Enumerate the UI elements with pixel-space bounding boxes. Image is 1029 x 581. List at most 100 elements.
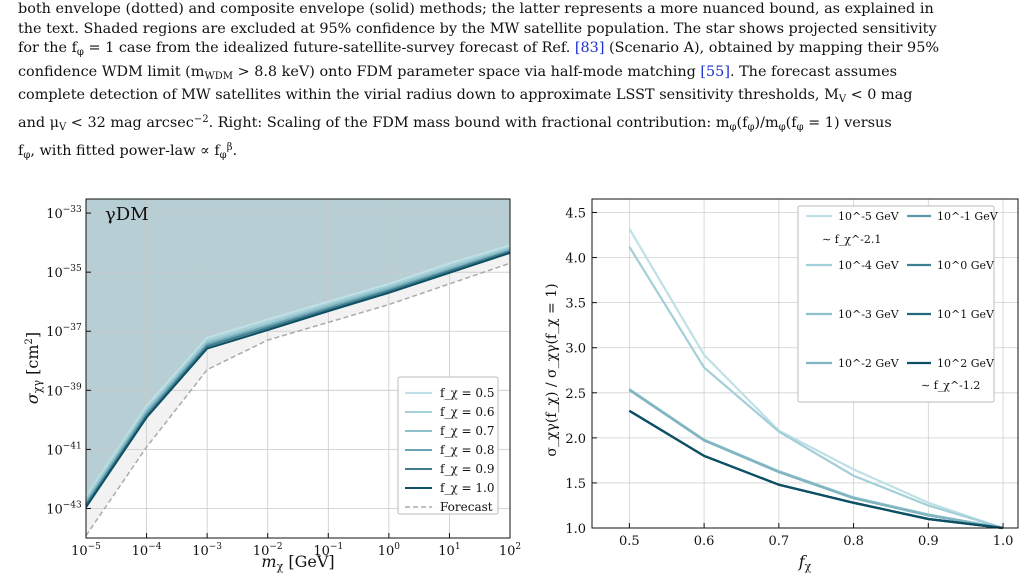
- series-line: [85, 244, 511, 498]
- caption-sub: φ: [219, 149, 227, 161]
- caption-text: . The forecast assumes: [729, 63, 897, 80]
- x-tick-label: 0.5: [619, 534, 640, 549]
- y-axis-label: σχγ [cm2]: [23, 332, 44, 404]
- legend-label: f_χ = 0.7: [440, 424, 494, 438]
- x-tick-label: 0.9: [918, 534, 939, 549]
- series-line: [85, 246, 511, 500]
- x-tick-label: 102: [499, 542, 521, 559]
- caption-text: and μ: [18, 114, 59, 131]
- legend-label: f_χ = 0.5: [440, 386, 494, 400]
- legend-label: 10^-2 GeV: [838, 357, 900, 370]
- caption-text: , with fitted power-law ∝ f: [30, 142, 220, 159]
- y-tick-label: 10−35: [46, 264, 82, 281]
- legend: f_χ = 0.5 f_χ = 0.6 f_χ = 0.7 f_χ = 0.8 f_χ …: [397, 376, 499, 515]
- series-line: [628, 246, 1004, 530]
- caption-text: complete detection of MW satellites with…: [18, 87, 839, 104]
- fit-label: ∼ f_χ^-2.1: [822, 233, 881, 246]
- x-tick-label: 1.0: [993, 534, 1014, 549]
- y-tick-label: 4.0: [565, 252, 586, 267]
- caption-line: and μV < 32 mag arcsec−2. Right: Scaling…: [18, 110, 1008, 138]
- caption-sup: β: [226, 141, 233, 153]
- legend-label: f_χ = 0.6: [440, 405, 494, 419]
- legend-label: 10^-1 GeV: [937, 210, 999, 223]
- x-axis-label: mχ [GeV]: [261, 552, 334, 573]
- x-tick-label: 0.6: [694, 534, 715, 549]
- caption-sub: V: [59, 121, 67, 133]
- y-tick-label: 2.5: [565, 387, 586, 402]
- caption-text: = 1 case from the idealized future-satel…: [83, 40, 575, 57]
- legend-label: 10^-4 GeV: [838, 259, 900, 272]
- y-tick-label: 10−41: [46, 441, 82, 458]
- legend-label: f_χ = 0.9: [440, 462, 494, 476]
- caption-text: (f: [736, 114, 748, 131]
- series-line: [85, 250, 511, 506]
- caption-sub: WDM: [204, 70, 233, 82]
- x-tick-label: 10−5: [71, 542, 101, 559]
- y-tick-label: 10−39: [46, 382, 82, 399]
- right-panel: 0.5 0.6 0.7 0.8 0.9 1.0 1.0 1.5 2.0 2.5 3.0 3.5 4.0 4…: [544, 198, 1019, 573]
- series-line: [628, 228, 1004, 530]
- caption-sub: φ: [796, 121, 804, 133]
- figure-caption: both envelope (dotted) and composite env…: [18, 0, 1008, 165]
- series-line: [85, 247, 511, 502]
- caption-line: both envelope (dotted) and composite env…: [18, 0, 1008, 20]
- series-line: [85, 262, 511, 537]
- legend-box: [797, 205, 995, 403]
- x-tick-label: 10−4: [132, 542, 162, 559]
- legend-label: 10^1 GeV: [937, 308, 995, 321]
- caption-sub: φ: [778, 121, 786, 133]
- caption-text: .: [232, 142, 238, 159]
- caption-line: confidence WDM limit (mWDM > 8.8 keV) on…: [18, 63, 1008, 87]
- caption-line: the text. Shaded regions are excluded at…: [18, 20, 1008, 40]
- y-tick-label: 10−33: [46, 205, 82, 222]
- caption-sup: −2: [193, 113, 209, 125]
- x-tick-label: 0.7: [768, 534, 789, 549]
- caption-sub: φ: [23, 149, 31, 161]
- series-line: [628, 389, 1004, 530]
- caption-text: = 1) versus: [803, 114, 892, 131]
- plot-frame: [85, 198, 511, 539]
- excluded-region: [86, 199, 510, 508]
- caption-sub: V: [838, 94, 847, 106]
- forecast-region: [86, 252, 510, 536]
- x-axis-label: fχ: [798, 552, 812, 573]
- caption-text: the text. Shaded regions are excluded at…: [18, 20, 937, 37]
- legend-label: 10^-3 GeV: [838, 308, 900, 321]
- left-panel: 10−5 10−4 10−3 10−2 10−1 100 101 102 10−43 10−41 1…: [23, 198, 521, 573]
- y-tick-label: 10−43: [46, 500, 82, 517]
- series-line: [628, 409, 1004, 530]
- legend-label: 10^2 GeV: [937, 357, 995, 370]
- caption-text: > 8.8 keV) onto FDM parameter space via …: [233, 63, 701, 80]
- x-tick-label: 10−3: [192, 542, 222, 559]
- caption-text: for the f: [18, 40, 77, 57]
- y-tick-label: 3.0: [565, 342, 586, 357]
- caption-sub: φ: [747, 121, 755, 133]
- caption-line: complete detection of MW satellites with…: [18, 86, 1008, 110]
- y-tick-label: 1.5: [565, 477, 586, 492]
- x-tick-label: 10−1: [313, 542, 343, 559]
- plot-frame: [591, 198, 1019, 529]
- legend-label: f_χ = 1.0: [440, 481, 494, 495]
- x-tick-label: 101: [438, 542, 460, 559]
- caption-text: < 0 mag: [846, 87, 913, 104]
- y-tick-label: 1.0: [565, 522, 586, 537]
- citation-link[interactable]: [55]: [700, 63, 730, 80]
- caption-text: (Scenario A), obtained by mapping their …: [604, 40, 940, 57]
- caption-sub: φ: [729, 121, 737, 133]
- series-line: [85, 251, 511, 508]
- panel-label: γDM: [105, 204, 149, 225]
- citation-link[interactable]: [83]: [574, 40, 605, 57]
- caption-text: . Right: Scaling of the FDM mass bound w…: [208, 114, 730, 131]
- fit-label: ∼ f_χ^-1.2: [921, 379, 980, 392]
- legend-label: Forecast: [440, 500, 493, 514]
- y-tick-label: 3.5: [565, 297, 586, 312]
- caption-sub: φ: [76, 47, 84, 59]
- legend: 10^-5 GeV 10^-4 GeV 10^-3 GeV 10^-2 GeV 10^-…: [797, 205, 999, 403]
- legend-label: 10^0 GeV: [937, 259, 995, 272]
- caption-text: both envelope (dotted) and composite env…: [18, 1, 934, 17]
- caption-line: fφ, with fitted power-law ∝ fφβ.: [18, 138, 1008, 166]
- caption-line: for the fφ = 1 case from the idealized f…: [18, 39, 1008, 63]
- caption-text: (f: [785, 114, 797, 131]
- legend-label: 10^-5 GeV: [838, 210, 900, 223]
